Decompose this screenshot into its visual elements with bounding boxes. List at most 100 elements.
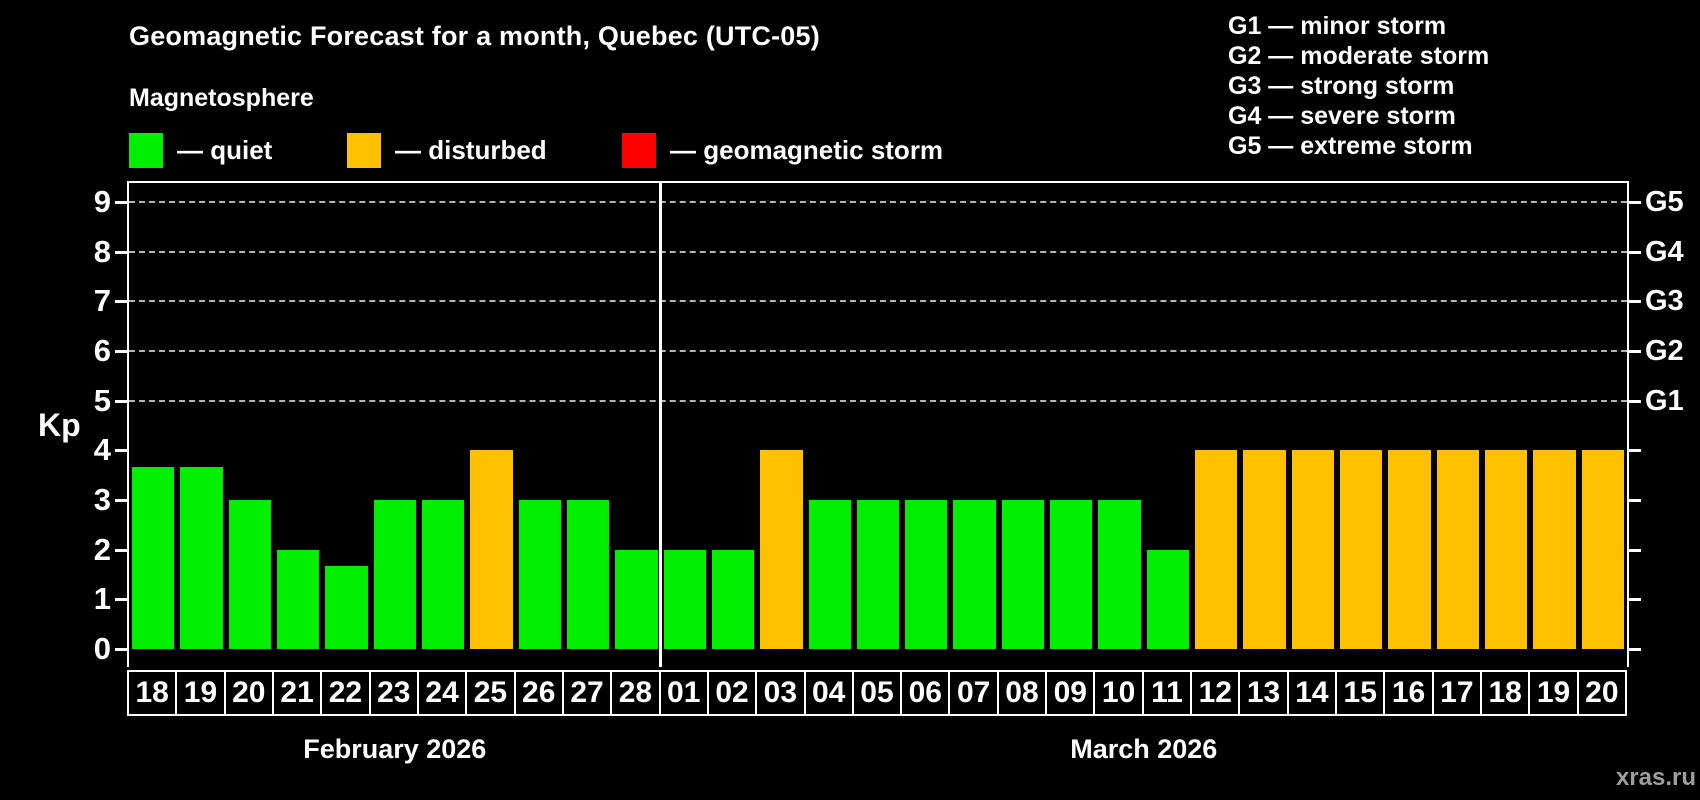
day-label-cell: 20 xyxy=(223,670,274,716)
y-tick-label: 5 xyxy=(93,382,111,418)
g-level-label-G2: G2 xyxy=(1645,335,1684,367)
day-label-cell: 22 xyxy=(320,670,371,716)
storm-scale-legend: G1 — minor storm G2 — moderate storm G3 — … xyxy=(1228,11,1489,161)
legend-item-storm: — geomagnetic storm xyxy=(622,131,943,169)
kp-bar-day-26 xyxy=(518,500,561,649)
gridline-kp-5 xyxy=(129,399,1627,402)
gridline-kp-7 xyxy=(129,300,1627,303)
y-axis-tick-left xyxy=(115,399,127,403)
day-label-cell: 16 xyxy=(1383,670,1434,716)
month-label: March 2026 xyxy=(1070,734,1218,764)
day-label-cell: 26 xyxy=(513,670,564,716)
y-axis-tick-right xyxy=(1629,449,1641,453)
y-axis-tick-right xyxy=(1629,648,1641,651)
y-tick-label: 9 xyxy=(93,184,111,219)
y-axis-tick-left xyxy=(115,449,127,453)
y-axis-tick-right xyxy=(1629,300,1641,304)
storm-scale-line: G3 — strong storm xyxy=(1228,72,1455,100)
y-tick-label: 3 xyxy=(93,482,111,517)
legend-label-storm: — geomagnetic storm xyxy=(670,134,944,165)
y-axis-tick-left xyxy=(115,499,127,502)
storm-scale-line: G5 — extreme storm xyxy=(1228,132,1473,160)
day-label-cell: 15 xyxy=(1335,670,1386,716)
legend-item-disturbed: — disturbed xyxy=(347,131,547,169)
kp-bar-day-04 xyxy=(808,500,851,649)
day-label-cell: 01 xyxy=(658,670,709,716)
y-tick-label: 8 xyxy=(93,233,111,269)
day-axis: 18 19 20 21 22 23 24 25 26 27 28 01 02 03 04 05 06 07 08 09… xyxy=(127,670,1631,716)
y-axis-tick-left xyxy=(115,350,127,353)
y-tick-label: 4 xyxy=(93,432,111,468)
kp-bar-day-01 xyxy=(663,549,706,649)
day-label-cell: 24 xyxy=(416,670,468,716)
kp-bar-day-11 xyxy=(1146,549,1190,649)
kp-bar-day-28 xyxy=(615,549,658,649)
y-tick-label: 6 xyxy=(93,333,111,368)
y-axis-tick-left xyxy=(115,548,127,552)
storm-scale-line: G1 — minor storm xyxy=(1228,12,1447,40)
kp-bar-day-05 xyxy=(856,500,900,649)
y-axis-tick-left xyxy=(115,598,127,602)
watermark: xras.ru xyxy=(1615,764,1696,791)
y-axis-tick-right xyxy=(1629,399,1641,403)
kp-bar-day-13 xyxy=(1243,450,1286,649)
g-level-label-G1: G1 xyxy=(1645,384,1684,417)
day-label-cell: 20 xyxy=(1576,670,1627,716)
storm-scale-line: G2 — moderate storm xyxy=(1228,42,1490,70)
day-label-cell: 06 xyxy=(900,670,951,716)
kp-bar-day-22 xyxy=(325,566,368,649)
day-label-cell: 23 xyxy=(368,670,419,716)
kp-bar-day-20 xyxy=(228,500,271,649)
day-label-cell: 14 xyxy=(1286,670,1338,716)
storm-color-swatch xyxy=(622,132,656,168)
kp-bar-day-23 xyxy=(373,500,416,649)
day-label-cell: 28 xyxy=(610,670,661,716)
day-label-cell: 17 xyxy=(1431,670,1483,716)
g-level-label-G4: G4 xyxy=(1645,235,1684,268)
chart-title: Geomagnetic Forecast for a month, Quebec… xyxy=(129,21,820,51)
day-label-cell: 27 xyxy=(561,670,613,716)
y-tick-label: 1 xyxy=(93,581,111,617)
day-label-cell: 08 xyxy=(996,670,1048,716)
kp-bar-day-07 xyxy=(953,500,996,649)
day-label-cell: 10 xyxy=(1093,670,1144,716)
y-axis-tick-left xyxy=(115,648,127,651)
y-axis-tick-right xyxy=(1629,598,1641,602)
kp-bar-day-25 xyxy=(470,450,513,649)
day-label-cell: 09 xyxy=(1045,670,1096,716)
kp-bar-day-10 xyxy=(1098,500,1141,649)
y-axis-tick-right xyxy=(1629,201,1641,204)
kp-bar-day-16 xyxy=(1388,450,1431,649)
day-label-cell: 07 xyxy=(948,670,999,716)
y-tick-label: 2 xyxy=(93,531,111,567)
quiet-color-swatch xyxy=(129,132,163,168)
y-axis-tick-left xyxy=(115,250,127,254)
kp-bar-day-18 xyxy=(1485,450,1528,649)
y-axis-tick-right xyxy=(1629,499,1641,502)
day-label-cell: 04 xyxy=(803,670,854,716)
month-label: February 2026 xyxy=(303,734,487,764)
day-label-cell: 19 xyxy=(1528,670,1579,716)
legend-label-quiet: — quiet xyxy=(177,134,273,165)
kp-bar-day-20 xyxy=(1581,450,1624,649)
day-label-cell: 19 xyxy=(175,670,226,716)
day-label-cell: 11 xyxy=(1141,670,1193,716)
storm-scale-line: G4 — severe storm xyxy=(1228,102,1456,130)
month-labels: February 2026 March 2026 xyxy=(127,734,1631,774)
legend-label-disturbed: — disturbed xyxy=(395,134,547,165)
day-label-cell: 03 xyxy=(755,670,806,716)
kp-bar-day-15 xyxy=(1340,450,1383,649)
day-label-cell: 13 xyxy=(1238,670,1289,716)
kp-bar-day-09 xyxy=(1050,500,1093,649)
y-axis-tick-right xyxy=(1629,548,1641,552)
y-axis-tick-right xyxy=(1629,350,1641,353)
gridline-kp-8 xyxy=(129,250,1627,253)
day-label-cell: 18 xyxy=(127,670,178,716)
kp-bar-day-17 xyxy=(1436,450,1480,649)
legend-item-quiet: — quiet xyxy=(129,131,272,169)
gridline-kp-9 xyxy=(129,201,1627,203)
kp-bar-day-18 xyxy=(132,466,175,649)
day-label-cell: 21 xyxy=(271,670,323,716)
day-label-cell: 18 xyxy=(1480,670,1531,716)
